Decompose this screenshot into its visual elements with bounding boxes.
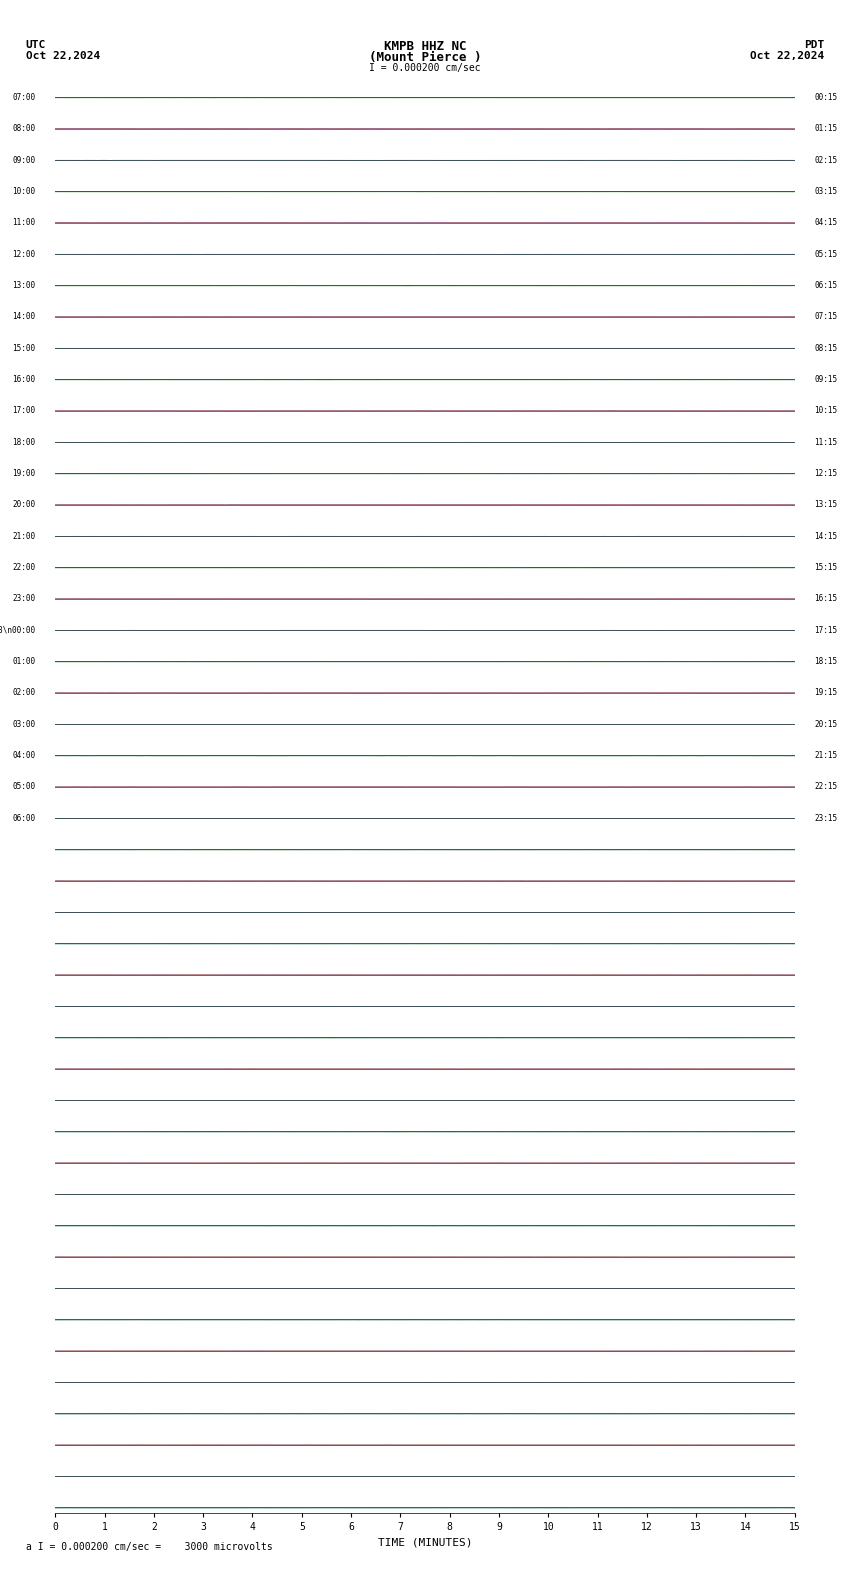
Text: 04:00: 04:00: [13, 751, 36, 760]
Text: Oct 22,2024: Oct 22,2024: [26, 51, 99, 60]
Text: a I = 0.000200 cm/sec =    3000 microvolts: a I = 0.000200 cm/sec = 3000 microvolts: [26, 1543, 272, 1552]
Text: KMPB HHZ NC: KMPB HHZ NC: [383, 40, 467, 52]
Text: 06:15: 06:15: [814, 280, 837, 290]
Text: 05:00: 05:00: [13, 782, 36, 792]
Text: 07:15: 07:15: [814, 312, 837, 322]
Text: 18:00: 18:00: [13, 437, 36, 447]
Text: 15:15: 15:15: [814, 562, 837, 572]
Text: 10:00: 10:00: [13, 187, 36, 196]
Text: 18:15: 18:15: [814, 657, 837, 665]
Text: 11:00: 11:00: [13, 219, 36, 227]
Text: 14:00: 14:00: [13, 312, 36, 322]
Text: PDT: PDT: [804, 40, 824, 49]
Text: 17:00: 17:00: [13, 406, 36, 415]
Text: I = 0.000200 cm/sec: I = 0.000200 cm/sec: [369, 63, 481, 73]
Text: 23:00: 23:00: [13, 594, 36, 604]
Text: 13:15: 13:15: [814, 501, 837, 510]
X-axis label: TIME (MINUTES): TIME (MINUTES): [377, 1538, 473, 1548]
Text: 07:00: 07:00: [13, 93, 36, 101]
Text: 14:15: 14:15: [814, 532, 837, 540]
Text: 13:00: 13:00: [13, 280, 36, 290]
Text: UTC: UTC: [26, 40, 46, 49]
Text: 22:00: 22:00: [13, 562, 36, 572]
Text: 10:15: 10:15: [814, 406, 837, 415]
Text: 17:15: 17:15: [814, 626, 837, 635]
Text: 19:00: 19:00: [13, 469, 36, 478]
Text: 20:15: 20:15: [814, 719, 837, 729]
Text: 16:15: 16:15: [814, 594, 837, 604]
Text: 20:00: 20:00: [13, 501, 36, 510]
Text: 01:15: 01:15: [814, 124, 837, 133]
Text: (Mount Pierce ): (Mount Pierce ): [369, 51, 481, 63]
Text: 09:00: 09:00: [13, 155, 36, 165]
Text: 04:15: 04:15: [814, 219, 837, 227]
Text: 08:15: 08:15: [814, 344, 837, 353]
Text: 22:15: 22:15: [814, 782, 837, 792]
Text: 03:15: 03:15: [814, 187, 837, 196]
Text: 16:00: 16:00: [13, 375, 36, 383]
Text: 21:15: 21:15: [814, 751, 837, 760]
Text: 21:00: 21:00: [13, 532, 36, 540]
Text: 12:15: 12:15: [814, 469, 837, 478]
Text: 19:15: 19:15: [814, 689, 837, 697]
Text: 09:15: 09:15: [814, 375, 837, 383]
Text: 06:00: 06:00: [13, 814, 36, 822]
Text: 02:00: 02:00: [13, 689, 36, 697]
Text: 08:00: 08:00: [13, 124, 36, 133]
Text: 12:00: 12:00: [13, 250, 36, 258]
Text: 03:00: 03:00: [13, 719, 36, 729]
Text: 15:00: 15:00: [13, 344, 36, 353]
Text: Oct 22,2024: Oct 22,2024: [751, 51, 824, 60]
Text: 11:15: 11:15: [814, 437, 837, 447]
Text: 23:15: 23:15: [814, 814, 837, 822]
Text: 05:15: 05:15: [814, 250, 837, 258]
Text: 02:15: 02:15: [814, 155, 837, 165]
Text: 01:00: 01:00: [13, 657, 36, 665]
Text: 00:15: 00:15: [814, 93, 837, 101]
Text: Oct 23\n00:00: Oct 23\n00:00: [0, 626, 36, 635]
